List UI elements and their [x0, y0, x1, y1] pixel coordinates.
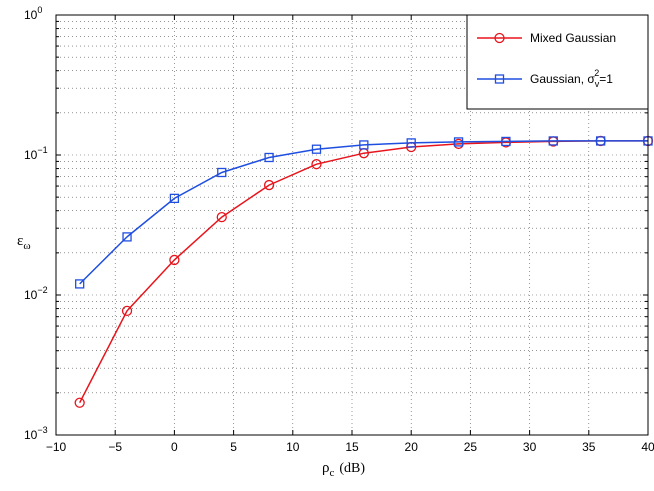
x-tick-label: 20 — [405, 440, 419, 454]
data-point-gaussian — [501, 136, 511, 147]
data-point-mixed-gaussian — [121, 305, 133, 317]
y-tick-label: 10−2 — [24, 285, 48, 302]
data-point-gaussian — [453, 137, 464, 147]
data-point-gaussian — [217, 167, 227, 178]
axis-ticks: −10 −5 0 5 10 15 20 25 30 35 40 10−3 10−2 10−1 100 — [24, 5, 654, 454]
legend-label-gaussian-tail: =1 — [599, 72, 613, 86]
legend-label-gaussian-sub: v — [595, 79, 600, 89]
data-point-gaussian — [595, 136, 606, 146]
x-axis-label-subscript: c — [330, 467, 335, 479]
y-tick-label: 100 — [24, 5, 42, 22]
legend-box — [466, 14, 649, 110]
x-tick-label: 10 — [286, 440, 300, 454]
y-axis-label-symbol: ε — [17, 233, 23, 249]
x-tick-label: 0 — [171, 440, 178, 454]
x-tick-label: −5 — [108, 440, 122, 454]
x-axis-label-unit: (dB) — [339, 461, 365, 476]
legend-marker-gaussian — [494, 74, 505, 84]
x-axis-label: ρc (dB) — [322, 460, 365, 479]
legend-label-gaussian-text: Gaussian, σ — [530, 72, 595, 86]
data-point-gaussian — [169, 193, 180, 204]
x-tick-label: −10 — [46, 440, 67, 454]
grid — [56, 15, 648, 435]
series-line-gaussian — [79, 140, 648, 285]
x-axis-label-symbol: ρ — [322, 460, 330, 476]
x-tick-label: 5 — [230, 440, 237, 454]
legend-marker-mixed-gaussian — [494, 32, 505, 44]
data-point-gaussian — [75, 279, 85, 289]
data-point-gaussian — [122, 232, 132, 242]
data-point-mixed-gaussian — [169, 254, 180, 266]
data-point-gaussian — [406, 138, 416, 148]
y-tick-label: 10−1 — [24, 145, 48, 162]
x-tick-label: 15 — [345, 440, 359, 454]
data-point-gaussian — [548, 136, 558, 146]
legend-label-mixed-gaussian: Mixed Gaussian — [530, 31, 616, 45]
x-tick-label: 40 — [641, 440, 654, 454]
x-tick-label: 25 — [464, 440, 478, 454]
legend: Mixed Gaussian Gaussian, σv2=1 — [466, 14, 649, 110]
series-layer — [74, 135, 654, 408]
x-tick-label: 35 — [582, 440, 596, 454]
legend-label-gaussian: Gaussian, σv2=1 — [530, 68, 613, 89]
y-axis-label-subscript: ω — [23, 240, 30, 252]
data-point-gaussian — [264, 152, 274, 163]
data-point-mixed-gaussian — [74, 397, 85, 408]
x-tick-label: 30 — [523, 440, 537, 454]
legend-label-gaussian-sup: 2 — [594, 68, 599, 78]
y-axis-label: εω — [17, 233, 31, 252]
y-tick-label: 10−3 — [24, 425, 48, 442]
data-point-mixed-gaussian — [311, 159, 322, 170]
data-point-mixed-gaussian — [216, 211, 227, 223]
data-point-gaussian — [359, 140, 369, 150]
data-point-mixed-gaussian — [263, 179, 275, 191]
data-point-gaussian — [311, 144, 322, 154]
